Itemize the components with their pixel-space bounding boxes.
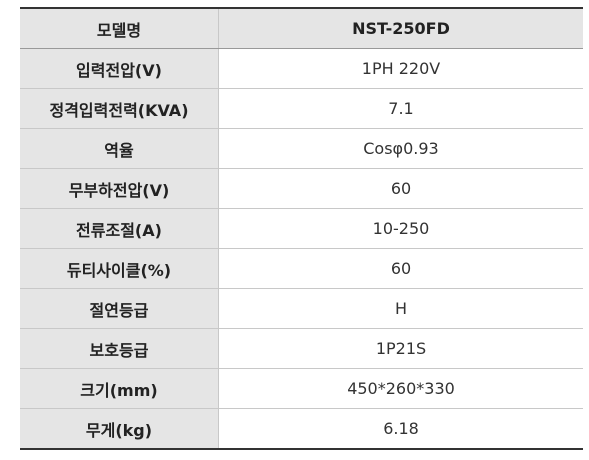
spec-value: 1P21S — [218, 328, 583, 369]
spec-table-wrap: 모델명 NST-250FD 입력전압(V) 1PH 220V 정격입력전력(KVA)… — [20, 7, 583, 450]
spec-value: 6.18 — [218, 408, 583, 449]
spec-row: 보호등급 1P21S — [20, 328, 583, 369]
spec-label: 무게(kg) — [20, 408, 219, 449]
spec-value: H — [218, 288, 583, 329]
spec-label: 절연등급 — [20, 288, 219, 329]
spec-row: 절연등급 H — [20, 288, 583, 329]
spec-value: 60 — [218, 168, 583, 209]
spec-row: 무게(kg) 6.18 — [20, 408, 583, 449]
spec-row: 정격입력전력(KVA) 7.1 — [20, 88, 583, 129]
header-cell: 모델명 — [20, 8, 219, 49]
header-cell: NST-250FD — [218, 8, 583, 49]
spec-table: 모델명 NST-250FD 입력전압(V) 1PH 220V 정격입력전력(KVA)… — [20, 7, 583, 450]
spec-row: 무부하전압(V) 60 — [20, 168, 583, 209]
spec-label: 역율 — [20, 128, 219, 169]
spec-row: 입력전압(V) 1PH 220V — [20, 48, 583, 89]
spec-row: 전류조절(A) 10-250 — [20, 208, 583, 249]
spec-label: 보호등급 — [20, 328, 219, 369]
spec-value: 450*260*330 — [218, 368, 583, 409]
header-row: 모델명 NST-250FD — [20, 8, 583, 49]
spec-label: 입력전압(V) — [20, 48, 219, 89]
spec-table-body: 모델명 NST-250FD 입력전압(V) 1PH 220V 정격입력전력(KVA)… — [20, 8, 583, 449]
spec-value: Cosφ0.93 — [218, 128, 583, 169]
spec-value: 7.1 — [218, 88, 583, 129]
spec-value: 1PH 220V — [218, 48, 583, 89]
spec-row: 듀티사이클(%) 60 — [20, 248, 583, 289]
spec-value: 10-250 — [218, 208, 583, 249]
spec-label: 정격입력전력(KVA) — [20, 88, 219, 129]
spec-label: 듀티사이클(%) — [20, 248, 219, 289]
spec-row: 역율 Cosφ0.93 — [20, 128, 583, 169]
spec-label: 전류조절(A) — [20, 208, 219, 249]
spec-label: 무부하전압(V) — [20, 168, 219, 209]
spec-label: 크기(mm) — [20, 368, 219, 409]
spec-row: 크기(mm) 450*260*330 — [20, 368, 583, 409]
spec-value: 60 — [218, 248, 583, 289]
